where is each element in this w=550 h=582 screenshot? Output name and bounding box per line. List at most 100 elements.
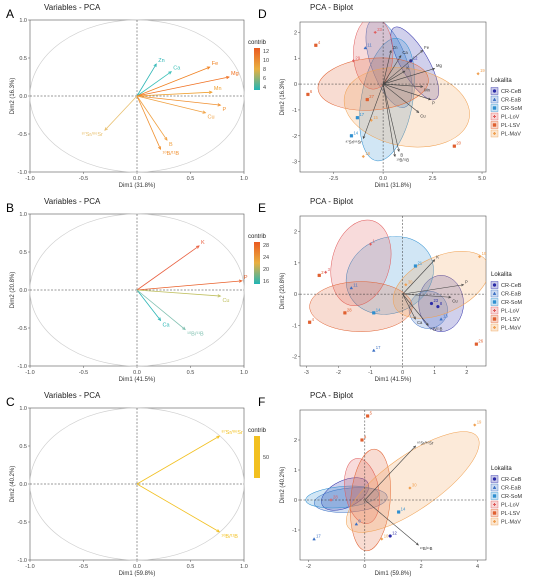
variable-label: Ca xyxy=(173,66,181,72)
y-tick-label: 0.5 xyxy=(19,444,27,450)
group-ellipse xyxy=(390,26,439,101)
group-legend: Lokalita CR-CeB CR-EaB CR-SoM PL-LoV PL-LSV PL… xyxy=(490,78,523,138)
x-tick-label: -2 xyxy=(336,370,341,376)
panel-letter: E xyxy=(258,201,266,215)
loading-arrowhead xyxy=(208,90,213,94)
y-tick-label: 0 xyxy=(294,498,297,504)
contrib-legend: contrib 12 10 8 6 4 xyxy=(248,40,269,91)
biplot-arrow xyxy=(382,84,400,152)
sample-label: 14 xyxy=(401,507,406,512)
panel-title: Variables - PCA xyxy=(44,391,101,400)
group-legend: Lokalita CR-CeB CR-EaB CR-SoM PL-LoV PL-LSV PL… xyxy=(490,466,523,526)
contrib-tick-label: 8 xyxy=(263,67,266,73)
sample-label: 26 xyxy=(478,339,483,344)
panel-title: PCA - Biplot xyxy=(310,3,354,12)
sample-point xyxy=(352,59,355,63)
biplot-arrow xyxy=(402,293,416,320)
sample-label: 6 xyxy=(310,89,313,94)
group-ellipse xyxy=(330,219,392,307)
loading-arrowhead xyxy=(157,146,162,151)
sample-point xyxy=(349,134,354,138)
x-tick-label: -3 xyxy=(304,370,309,376)
y-tick-label: -0.5 xyxy=(18,520,27,526)
y-tick-label: 1 xyxy=(294,56,297,62)
panel-B: B Variables - PCA -1.0 -0.5 0.0 0.5 1.0 1.0 0.5 0… xyxy=(6,197,269,383)
sample-point xyxy=(312,537,316,541)
biplot-variable-label: ¹⁰B/¹¹B xyxy=(430,326,443,331)
sample-label: 11 xyxy=(353,282,358,287)
biplot-arrowhead xyxy=(398,55,402,59)
x-tick-label: 2 xyxy=(420,564,423,570)
sample-point xyxy=(452,144,456,148)
panel-letter: C xyxy=(6,395,15,409)
variable-label: P xyxy=(222,107,226,113)
biplot-arrow xyxy=(382,84,396,157)
legend-label: CR-CeB xyxy=(501,477,522,483)
sample-label: 10 xyxy=(384,534,389,539)
contrib-legend: contrib 50 xyxy=(248,428,269,478)
biplot-variable-label: Mg xyxy=(436,63,442,68)
y-tick-label: -2 xyxy=(292,355,297,361)
legend-marker xyxy=(492,97,497,101)
loading-arrowhead xyxy=(168,71,172,75)
panel-letter: D xyxy=(258,7,267,21)
legend-marker xyxy=(492,325,497,330)
legend-label: PL-LoV xyxy=(501,503,520,509)
contrib-tick-label: 28 xyxy=(263,243,269,249)
sample-point xyxy=(408,486,412,490)
sample-point xyxy=(413,264,418,268)
contrib-tick-label: 10 xyxy=(263,58,269,64)
x-tick-label: -2 xyxy=(306,564,311,570)
x-tick-label: -1.0 xyxy=(25,176,34,182)
y-tick-label: -1 xyxy=(292,528,297,534)
biplot-variable-label: Cu xyxy=(420,114,426,119)
biplot-arrowhead xyxy=(413,445,417,449)
y-tick-label: 2 xyxy=(294,230,297,236)
legend-label: PL-LSV xyxy=(501,123,520,129)
x-tick-label: 0.0 xyxy=(379,176,387,182)
biplot-arrowhead xyxy=(428,97,432,101)
y-tick-label: 0 xyxy=(294,82,297,88)
sample-point xyxy=(380,537,384,541)
biplot-arrowhead xyxy=(432,67,436,71)
x-tick-label: 0.0 xyxy=(133,370,141,376)
sample-point xyxy=(476,72,480,76)
sample-point xyxy=(354,522,359,526)
legend-label: CR-EaB xyxy=(501,486,522,492)
x-tick-label: 0.5 xyxy=(187,176,195,182)
contrib-legend-title: contrib xyxy=(248,428,267,434)
sample-label: 19 xyxy=(477,420,482,425)
biplot-arrowhead xyxy=(397,148,400,152)
plot-border xyxy=(299,409,487,561)
sample-label: 17 xyxy=(359,112,364,117)
contrib-legend-title: contrib xyxy=(248,234,267,240)
legend-label: CR-EaB xyxy=(501,98,522,104)
loading-arrowhead xyxy=(157,317,162,322)
loading-arrowhead xyxy=(182,326,186,331)
biplot-arrowhead xyxy=(413,316,416,320)
contrib-tick-label: 12 xyxy=(263,49,269,55)
loading-arrowhead xyxy=(196,245,200,249)
biplot-arrow xyxy=(382,70,406,85)
x-axis-label: Dim1 (41.5%) xyxy=(375,377,412,383)
legend-marker xyxy=(492,485,497,489)
sample-label: 29 xyxy=(355,55,360,60)
x-tick-label: 0.0 xyxy=(133,176,141,182)
loading-arrow xyxy=(136,483,220,533)
sample-point xyxy=(369,242,372,246)
biplot-arrow xyxy=(383,83,431,100)
sample-label: 14 xyxy=(353,130,358,135)
x-tick-label: 1 xyxy=(433,370,436,376)
sample-point xyxy=(474,342,478,346)
y-tick-label: -1 xyxy=(292,108,297,114)
y-tick-label: 1.0 xyxy=(19,406,27,412)
panel-E: E PCA - Biplot1234192117262311814132830KP… xyxy=(258,197,523,383)
legend-label: PL-LoV xyxy=(501,115,520,121)
variable-label: Cu xyxy=(207,115,214,121)
loading-arrowhead xyxy=(164,137,168,141)
loading-arrow xyxy=(136,280,242,291)
sample-label: 28 xyxy=(347,307,352,312)
variable-label: Cu xyxy=(222,298,229,304)
sample-point xyxy=(361,154,366,159)
legend-label: PL-MaV xyxy=(501,520,521,526)
